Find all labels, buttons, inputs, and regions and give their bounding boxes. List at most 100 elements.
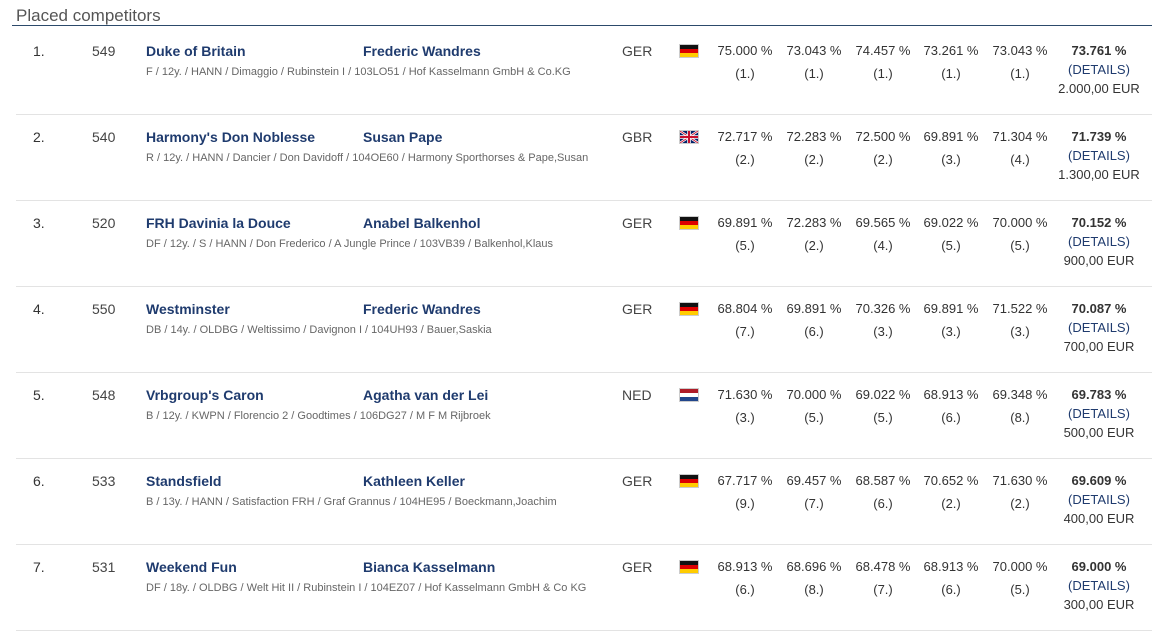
prize-money: 2.000,00 EUR xyxy=(1058,81,1140,96)
judge-placing: (3.) xyxy=(941,152,961,167)
final-result: 69.609 % (DETAILS) 400,00 EUR xyxy=(1046,473,1152,526)
judge-score: 70.652 % (2.) xyxy=(918,473,984,511)
final-result: 73.761 % (DETAILS) 2.000,00 EUR xyxy=(1046,43,1152,96)
rider-name-link[interactable]: Frederic Wandres xyxy=(363,43,481,59)
judge-placing: (2.) xyxy=(873,152,893,167)
horse-name-link[interactable]: Vrbgroup's Caron xyxy=(146,387,264,403)
competitor-row: 1. 549 Duke of Britain Frederic Wandres … xyxy=(16,28,1152,115)
nation-code: GER xyxy=(622,301,653,317)
horse-name-link[interactable]: FRH Davinia la Douce xyxy=(146,215,291,231)
judge-percentage: 69.891 % xyxy=(923,129,979,144)
rider-name-link[interactable]: Kathleen Keller xyxy=(363,473,465,489)
competitor-row: 3. 520 FRH Davinia la Douce Anabel Balke… xyxy=(16,200,1152,287)
details-link[interactable]: (DETAILS) xyxy=(1068,492,1130,507)
judge-percentage: 73.043 % xyxy=(786,43,842,58)
judge-score: 68.587 % (6.) xyxy=(850,473,916,511)
judge-score: 74.457 % (1.) xyxy=(850,43,916,81)
nation-code: GER xyxy=(622,559,653,575)
total-score: 69.783 % xyxy=(1071,387,1127,402)
flag-icon xyxy=(679,388,699,402)
judge-percentage: 71.630 % xyxy=(717,387,773,402)
flag-icon xyxy=(679,560,699,574)
horse-info: B / 12y. / KWPN / Florencio 2 / Goodtime… xyxy=(146,410,491,422)
total-score: 70.087 % xyxy=(1071,301,1127,316)
flag-icon xyxy=(679,216,699,230)
details-link[interactable]: (DETAILS) xyxy=(1068,578,1130,593)
details-link[interactable]: (DETAILS) xyxy=(1068,320,1130,335)
rider-name-link[interactable]: Susan Pape xyxy=(363,129,443,145)
judge-score: 73.043 % (1.) xyxy=(781,43,847,81)
competitor-number: 550 xyxy=(92,301,116,317)
judge-percentage: 74.457 % xyxy=(855,43,911,58)
horse-name-link[interactable]: Standsfield xyxy=(146,473,222,489)
rider-name-link[interactable]: Frederic Wandres xyxy=(363,301,481,317)
judge-placing: (6.) xyxy=(941,582,961,597)
judge-percentage: 69.348 % xyxy=(992,387,1048,402)
horse-name-link[interactable]: Westminster xyxy=(146,301,230,317)
judge-score: 69.891 % (5.) xyxy=(712,215,778,253)
judge-percentage: 68.913 % xyxy=(717,559,773,574)
judge-percentage: 72.283 % xyxy=(786,129,842,144)
competitor-row: 7. 531 Weekend Fun Bianca Kasselmann DF … xyxy=(16,544,1152,631)
details-link[interactable]: (DETAILS) xyxy=(1068,406,1130,421)
judge-percentage: 71.304 % xyxy=(992,129,1048,144)
judge-percentage: 67.717 % xyxy=(717,473,773,488)
horse-name-link[interactable]: Harmony's Don Noblesse xyxy=(146,129,316,145)
prize-money: 1.300,00 EUR xyxy=(1058,167,1140,182)
judge-percentage: 68.913 % xyxy=(923,559,979,574)
competitor-row: 4. 550 Westminster Frederic Wandres DB /… xyxy=(16,286,1152,373)
judge-percentage: 69.891 % xyxy=(717,215,773,230)
judge-percentage: 70.652 % xyxy=(923,473,979,488)
judge-placing: (3.) xyxy=(735,410,755,425)
judge-placing: (8.) xyxy=(1010,410,1030,425)
rider-name-link[interactable]: Anabel Balkenhol xyxy=(363,215,481,231)
judge-percentage: 69.022 % xyxy=(855,387,911,402)
judge-score: 69.457 % (7.) xyxy=(781,473,847,511)
rank: 7. xyxy=(33,559,45,575)
judge-placing: (2.) xyxy=(804,152,824,167)
horse-info: F / 12y. / HANN / Dimaggio / Rubinstein … xyxy=(146,66,571,78)
judge-score: 69.891 % (3.) xyxy=(918,129,984,167)
rider-name-link[interactable]: Agatha van der Lei xyxy=(363,387,489,403)
judge-score: 71.630 % (2.) xyxy=(987,473,1053,511)
final-result: 70.152 % (DETAILS) 900,00 EUR xyxy=(1046,215,1152,268)
judge-score: 69.348 % (8.) xyxy=(987,387,1053,425)
rank: 1. xyxy=(33,43,45,59)
judge-percentage: 68.478 % xyxy=(855,559,911,574)
judge-percentage: 72.283 % xyxy=(786,215,842,230)
details-link[interactable]: (DETAILS) xyxy=(1068,234,1130,249)
judge-percentage: 69.565 % xyxy=(855,215,911,230)
judge-placing: (5.) xyxy=(804,410,824,425)
final-result: 70.087 % (DETAILS) 700,00 EUR xyxy=(1046,301,1152,354)
details-link[interactable]: (DETAILS) xyxy=(1068,62,1130,77)
judge-placing: (4.) xyxy=(873,238,893,253)
rider-name-link[interactable]: Bianca Kasselmann xyxy=(363,559,496,575)
judge-placing: (2.) xyxy=(941,496,961,511)
judge-placing: (7.) xyxy=(873,582,893,597)
judge-score: 75.000 % (1.) xyxy=(712,43,778,81)
horse-name-link[interactable]: Weekend Fun xyxy=(146,559,237,575)
nation-code: GER xyxy=(622,43,653,59)
judge-score: 68.804 % (7.) xyxy=(712,301,778,339)
judge-placing: (5.) xyxy=(873,410,893,425)
competitor-number: 520 xyxy=(92,215,116,231)
judge-percentage: 70.326 % xyxy=(855,301,911,316)
horse-info: R / 12y. / HANN / Dancier / Don Davidoff… xyxy=(146,152,589,164)
details-link[interactable]: (DETAILS) xyxy=(1068,148,1130,163)
horse-name-link[interactable]: Duke of Britain xyxy=(146,43,246,59)
judge-score: 69.891 % (6.) xyxy=(781,301,847,339)
judge-percentage: 71.522 % xyxy=(992,301,1048,316)
judge-placing: (3.) xyxy=(1010,324,1030,339)
title-divider xyxy=(12,25,1152,26)
prize-money: 400,00 EUR xyxy=(1063,511,1135,526)
judge-score: 67.717 % (9.) xyxy=(712,473,778,511)
judge-percentage: 73.043 % xyxy=(992,43,1048,58)
judge-percentage: 70.000 % xyxy=(992,559,1048,574)
judge-score: 68.696 % (8.) xyxy=(781,559,847,597)
judge-score: 68.913 % (6.) xyxy=(918,559,984,597)
judge-score: 70.000 % (5.) xyxy=(987,215,1053,253)
judge-percentage: 69.022 % xyxy=(923,215,979,230)
judge-placing: (5.) xyxy=(1010,582,1030,597)
judge-percentage: 69.457 % xyxy=(786,473,842,488)
final-result: 69.783 % (DETAILS) 500,00 EUR xyxy=(1046,387,1152,440)
